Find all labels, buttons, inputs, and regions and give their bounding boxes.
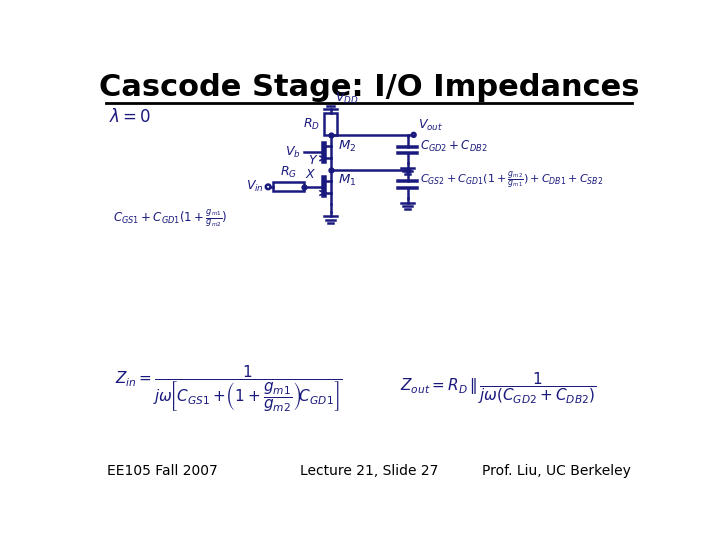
Text: $C_{GD2}+C_{DB2}$: $C_{GD2}+C_{DB2}$	[420, 138, 487, 153]
Text: Prof. Liu, UC Berkeley: Prof. Liu, UC Berkeley	[482, 464, 631, 478]
Text: $C_{GS2}+C_{GD1}(1+\frac{g_{m2}}{g_{m1}})+C_{DB1}+C_{SB2}$: $C_{GS2}+C_{GD1}(1+\frac{g_{m2}}{g_{m1}}…	[420, 170, 603, 191]
Text: $R_D$: $R_D$	[302, 117, 320, 132]
Text: Cascode Stage: I/O Impedances: Cascode Stage: I/O Impedances	[99, 73, 639, 103]
Text: $V_{DD}$: $V_{DD}$	[335, 91, 359, 106]
Text: $M_2$: $M_2$	[338, 138, 356, 153]
Text: $Z_{out}=R_D\,\|\,\dfrac{1}{j\omega(C_{GD2}+C_{DB2})}$: $Z_{out}=R_D\,\|\,\dfrac{1}{j\omega(C_{G…	[400, 370, 597, 406]
Text: $M_1$: $M_1$	[338, 173, 356, 188]
Text: $V_{in}$: $V_{in}$	[246, 179, 264, 194]
Text: $V_{out}$: $V_{out}$	[418, 118, 444, 133]
Text: $R_G$: $R_G$	[279, 165, 297, 180]
Text: $\lambda=0$: $\lambda=0$	[109, 108, 151, 126]
Text: $Z_{in}=\dfrac{1}{j\omega\!\left[C_{GS1}+\!\left(1+\dfrac{g_{m1}}{g_{m2}}\right): $Z_{in}=\dfrac{1}{j\omega\!\left[C_{GS1}…	[115, 363, 343, 414]
Text: EE105 Fall 2007: EE105 Fall 2007	[107, 464, 218, 478]
Text: $Y$: $Y$	[307, 154, 318, 167]
Bar	[273, 182, 304, 192]
Text: $X$: $X$	[305, 168, 316, 181]
Bar	[324, 113, 337, 135]
Text: $C_{GS1}+C_{GD1}(1+\frac{g_{m1}}{g_{m2}})$: $C_{GS1}+C_{GD1}(1+\frac{g_{m1}}{g_{m2}}…	[113, 207, 228, 229]
Text: $V_b$: $V_b$	[285, 145, 300, 160]
Text: Lecture 21, Slide 27: Lecture 21, Slide 27	[300, 464, 438, 478]
